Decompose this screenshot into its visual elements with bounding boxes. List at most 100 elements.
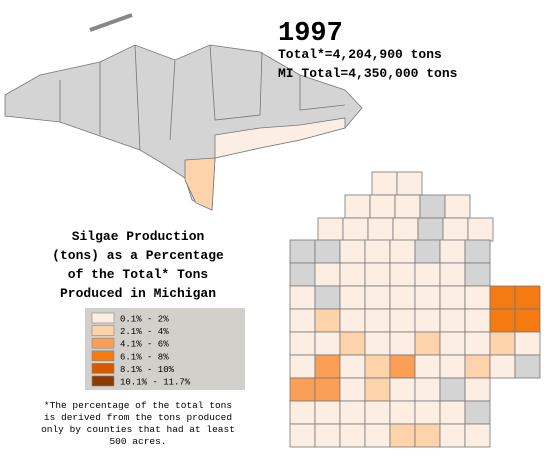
county: [289, 377, 316, 402]
county: [342, 217, 369, 242]
legend-swatch: [91, 363, 115, 374]
legend-label: 10.1% - 11.7%: [120, 378, 191, 388]
county: [514, 285, 541, 310]
total: Total*=4,204,900 tons: [278, 47, 442, 62]
county: [414, 262, 441, 287]
county: [339, 239, 366, 264]
county: [289, 331, 316, 356]
county: [414, 331, 441, 356]
county: [289, 308, 316, 333]
county: [439, 354, 466, 379]
heading: of the Total* Tons: [68, 267, 209, 282]
county: [467, 217, 494, 242]
isle-royale: [89, 13, 133, 32]
county: [314, 331, 341, 356]
border: [209, 44, 263, 121]
county: [214, 117, 346, 159]
county: [464, 331, 491, 356]
county: [364, 423, 391, 448]
county: [394, 194, 421, 219]
county: [414, 285, 441, 310]
county: [369, 194, 396, 219]
county: [419, 194, 446, 219]
county: [289, 239, 316, 264]
border: [299, 75, 346, 111]
county: [414, 423, 441, 448]
county: [317, 217, 344, 242]
footnote: 500 acres.: [109, 436, 166, 447]
county: [339, 377, 366, 402]
county: [439, 308, 466, 333]
county: [414, 239, 441, 264]
county: [439, 331, 466, 356]
title: 1997: [278, 19, 343, 49]
county: [389, 377, 416, 402]
county: [339, 308, 366, 333]
legend-label: 6.1% - 8%: [120, 352, 169, 362]
county: [514, 354, 541, 379]
county: [392, 217, 419, 242]
legend: 0.1% - 2% 2.1% - 4% 4.1% - 6% 6.1% - 8% 8.1%…: [91, 312, 191, 388]
county: [389, 239, 416, 264]
county: [289, 285, 316, 310]
county: [464, 285, 491, 310]
legend-label: 8.1% - 10%: [120, 365, 175, 375]
county: [396, 171, 423, 196]
legend-swatch: [91, 337, 115, 349]
county: [439, 400, 466, 425]
county: [371, 171, 398, 196]
county: [314, 400, 341, 425]
footnote: *The percentage of the total tons: [44, 400, 232, 411]
county: [389, 331, 416, 356]
county: [464, 239, 491, 264]
county: [364, 239, 391, 264]
county: [464, 377, 491, 402]
county: [289, 423, 316, 448]
county: [389, 400, 416, 425]
footnote: only by counties that had at least: [41, 424, 235, 435]
county: [344, 194, 371, 219]
heading: (tons) as a Percentage: [52, 248, 224, 263]
legend-swatch: [91, 350, 115, 362]
total: MI Total=4,350,000 tons: [278, 66, 458, 81]
county: [489, 354, 516, 379]
county: [439, 262, 466, 287]
county: [364, 354, 391, 379]
heading: Produced in Michigan: [60, 286, 216, 301]
county: [514, 308, 541, 333]
county: [439, 285, 466, 310]
county: [314, 285, 341, 310]
county: [364, 331, 391, 356]
county: [464, 354, 491, 379]
county: [489, 331, 516, 356]
county: [414, 400, 441, 425]
county: [439, 377, 466, 402]
county: [439, 423, 466, 448]
counties: [4, 13, 541, 448]
county: [414, 377, 441, 402]
county: [389, 354, 416, 379]
border: [134, 44, 141, 151]
county: [314, 377, 341, 402]
county: [314, 308, 341, 333]
county: [364, 400, 391, 425]
county: [417, 217, 444, 242]
county: [439, 239, 466, 264]
county: [464, 308, 491, 333]
county: [364, 377, 391, 402]
county: [364, 262, 391, 287]
county: [489, 308, 516, 333]
county: [464, 423, 491, 448]
county: [339, 400, 366, 425]
county: [314, 262, 341, 287]
county: [389, 285, 416, 310]
border: [169, 59, 176, 141]
county: [289, 262, 316, 287]
county: [339, 262, 366, 287]
county: [339, 331, 366, 356]
county: [389, 423, 416, 448]
county: [314, 239, 341, 264]
county: [314, 423, 341, 448]
heading: Silgae Production: [72, 229, 205, 244]
